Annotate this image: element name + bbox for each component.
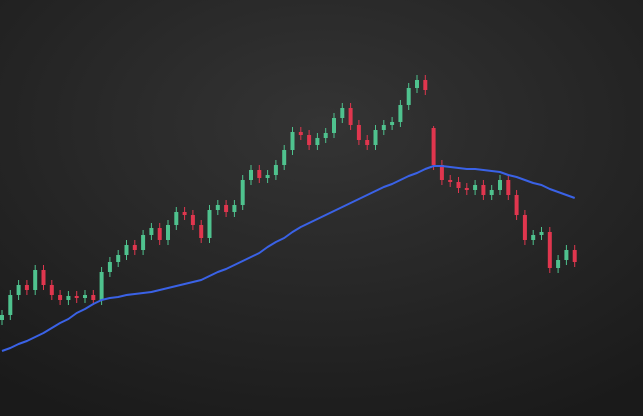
candle-body: [539, 232, 544, 235]
candle-body: [33, 270, 38, 290]
candle-body: [498, 180, 502, 190]
candle-body: [232, 205, 237, 212]
candle-body: [149, 228, 154, 235]
candle-body: [66, 296, 71, 300]
candle-body: [564, 250, 569, 260]
candle-body: [431, 128, 436, 165]
candle-body: [464, 188, 469, 190]
candle-body: [348, 108, 353, 125]
candle-body: [124, 245, 129, 255]
candle-body: [415, 80, 419, 88]
candle-body: [340, 108, 345, 118]
candle-body: [290, 132, 295, 150]
candle-body: [141, 235, 146, 250]
candle-body: [49, 285, 54, 295]
candle-body: [182, 212, 187, 215]
candle-body: [514, 195, 519, 215]
candle-body: [273, 165, 278, 175]
candle-body: [307, 135, 312, 145]
candle-body: [240, 180, 245, 205]
candle-body: [190, 215, 195, 225]
candle-body: [132, 245, 137, 250]
candle-body: [174, 212, 179, 225]
candle-body: [107, 262, 112, 272]
candle-body: [91, 295, 96, 300]
candle-body: [166, 225, 170, 240]
candle-body: [207, 210, 212, 238]
candle-body: [24, 285, 29, 290]
candle-body: [41, 270, 46, 285]
candle-body: [298, 132, 303, 135]
candle-body: [556, 260, 561, 268]
candle-body: [8, 295, 13, 315]
candle-body: [215, 205, 220, 210]
candle-body: [398, 105, 403, 122]
candle-body: [224, 205, 229, 212]
candle-body: [572, 250, 577, 262]
candle-body: [547, 232, 552, 268]
candle-body: [522, 215, 527, 240]
candle-body: [406, 88, 411, 105]
candle-body: [448, 180, 453, 182]
candle-body: [423, 80, 428, 90]
candle-body: [16, 285, 21, 295]
candle-body: [249, 170, 253, 180]
candle-body: [0, 315, 4, 320]
candle-body: [365, 140, 370, 145]
candle-body: [157, 228, 162, 240]
candle-body: [439, 165, 444, 180]
candle-body: [390, 122, 395, 125]
candle-body: [489, 190, 494, 195]
candle-body: [257, 170, 262, 178]
candle-body: [74, 296, 79, 298]
moving-average-line: [1, 165, 576, 352]
candle-body: [381, 125, 386, 130]
candle-body: [456, 182, 461, 188]
candle-body: [506, 180, 511, 195]
candle-body: [332, 118, 336, 133]
candle-body: [323, 133, 328, 138]
candle-body: [356, 125, 361, 140]
candle-body: [481, 185, 486, 195]
candle-body: [373, 130, 378, 145]
candle-body: [473, 185, 478, 190]
candle-body: [199, 225, 204, 238]
candle-body: [282, 150, 287, 165]
candle-body: [83, 295, 87, 298]
candle-body: [265, 175, 270, 178]
candle-body: [531, 235, 536, 240]
candle-body: [99, 272, 104, 300]
candle-body: [58, 295, 63, 300]
candle-body: [116, 255, 121, 262]
candle-body: [315, 138, 320, 145]
